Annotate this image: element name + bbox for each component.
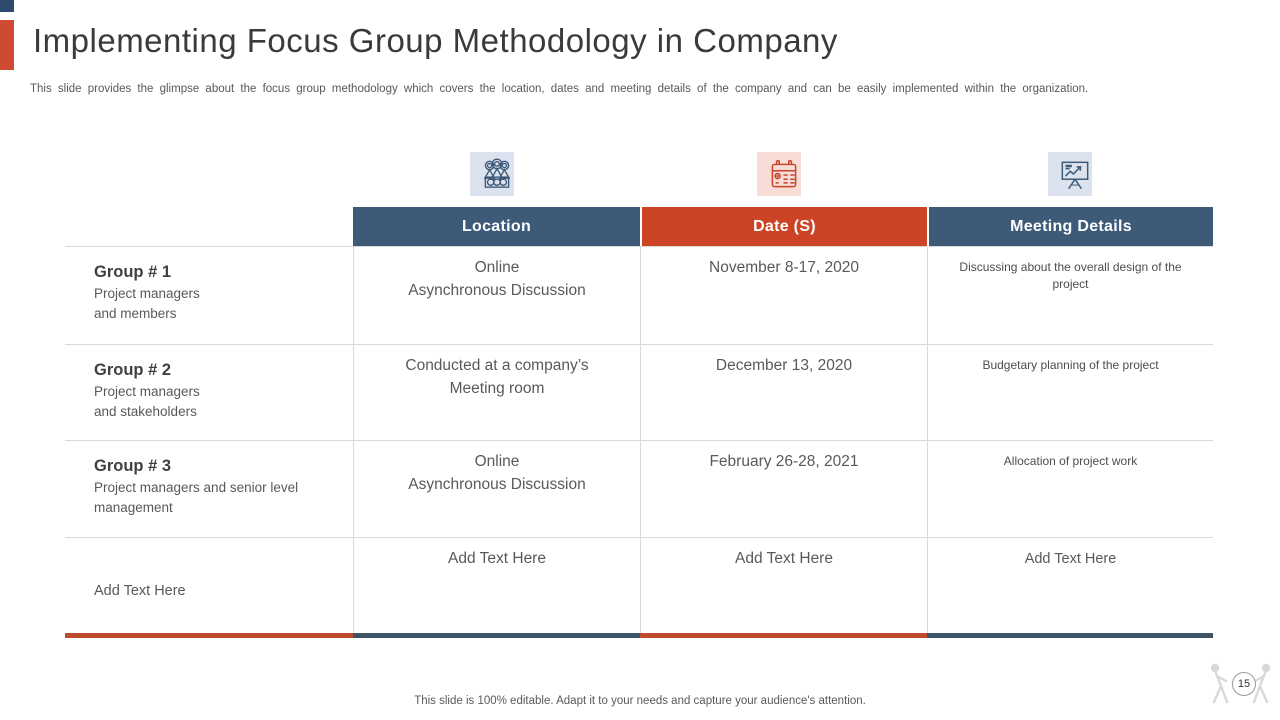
location-cell: Online Asynchronous Discussion bbox=[353, 246, 640, 344]
focus-group-people-icon bbox=[470, 152, 522, 196]
add-text-placeholder[interactable]: Add Text Here bbox=[65, 537, 353, 633]
bottom-accent-bar-red bbox=[65, 633, 353, 638]
add-text-placeholder[interactable]: Add Text Here bbox=[927, 537, 1213, 633]
location-cell: Online Asynchronous Discussion bbox=[353, 440, 640, 537]
date-cell: February 26-28, 2021 bbox=[640, 440, 927, 537]
decorative-figures-icon bbox=[1202, 650, 1280, 720]
date-cell: December 13, 2020 bbox=[640, 344, 927, 440]
location-cell: Conducted at a company’s Meeting room bbox=[353, 344, 640, 440]
icon-background bbox=[1048, 152, 1092, 196]
table-row-label: Group # 1 Project managers and members bbox=[65, 246, 353, 344]
bottom-accent-bar-red bbox=[640, 633, 927, 638]
title-accent-red-bar bbox=[0, 20, 14, 70]
bottom-accent-bar-blue bbox=[927, 633, 1213, 638]
column-header-date: Date (S) bbox=[640, 207, 927, 246]
table-row-label: Group # 3 Project managers and senior le… bbox=[65, 440, 353, 537]
group-description: Project managers and members bbox=[94, 286, 200, 321]
add-text-placeholder[interactable]: Add Text Here bbox=[640, 537, 927, 633]
meeting-details-cell: Discussing about the overall design of t… bbox=[927, 246, 1213, 344]
group-name: Group # 1 bbox=[94, 263, 172, 281]
group-description: Project managers and senior level manage… bbox=[94, 480, 299, 515]
add-text-placeholder[interactable]: Add Text Here bbox=[353, 537, 640, 633]
presentation-chart-icon bbox=[1048, 152, 1100, 196]
column-header-meeting-details: Meeting Details bbox=[927, 207, 1213, 246]
group-name: Group # 3 bbox=[94, 457, 172, 475]
slide-subtitle: This slide provides the glimpse about th… bbox=[30, 83, 1089, 95]
group-description: Project managers and stakeholders bbox=[94, 384, 200, 419]
table-row-label: Group # 2 Project managers and stakehold… bbox=[65, 344, 353, 440]
group-name: Group # 2 bbox=[94, 361, 172, 379]
focus-group-table: Location Date (S) Meeting Details Group … bbox=[65, 207, 1213, 638]
page-number-badge: 15 bbox=[1232, 672, 1256, 696]
meeting-details-cell: Allocation of project work bbox=[927, 440, 1213, 537]
page-title: Implementing Focus Group Methodology in … bbox=[33, 22, 838, 59]
column-header-location: Location bbox=[353, 207, 640, 246]
top-left-blue-bar bbox=[0, 0, 14, 12]
meeting-details-cell: Budgetary planning of the project bbox=[927, 344, 1213, 440]
date-cell: November 8-17, 2020 bbox=[640, 246, 927, 344]
calendar-icon bbox=[757, 152, 809, 196]
bottom-accent-bar-blue bbox=[353, 633, 640, 638]
header-spacer bbox=[65, 207, 353, 246]
editable-footnote: This slide is 100% editable. Adapt it to… bbox=[414, 695, 866, 707]
